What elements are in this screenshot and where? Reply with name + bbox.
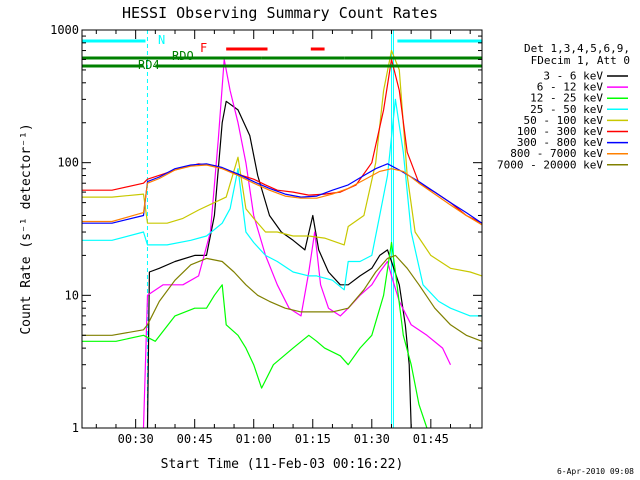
series-line-7 xyxy=(82,163,483,224)
series-line-3 xyxy=(82,241,428,429)
x-axis-label: Start Time (11-Feb-03 00:16:22) xyxy=(161,457,404,472)
x-tick-label: 01:00 xyxy=(236,432,272,446)
axes: 1 10 100 1000 00:30 00:45 01:00 01:15 01:30 01:45 xyxy=(50,23,482,446)
legend-label: 6 - 12 keV xyxy=(537,81,604,94)
y-tick-label: 100 xyxy=(57,156,79,170)
legend-header: Det 1,3,4,5,6,9, xyxy=(524,42,630,55)
y-tick-label: 1 xyxy=(72,421,79,435)
flag-label-rd4: RD4 xyxy=(138,58,160,72)
legend: Det 1,3,4,5,6,9,FDecim 1, Att 0 3 - 6 keV… xyxy=(497,42,630,171)
legend-label: 12 - 25 keV xyxy=(530,92,603,105)
y-axis-label: Count Rate (s⁻¹ detector⁻¹) xyxy=(19,123,34,334)
legend-label: 50 - 100 keV xyxy=(524,114,604,127)
y-tick-label: 10 xyxy=(65,288,79,302)
x-tick-label: 00:30 xyxy=(118,432,154,446)
series-line-8 xyxy=(82,164,483,226)
series-line-2 xyxy=(142,58,452,429)
legend-label: 300 - 800 keV xyxy=(517,136,603,149)
plot-area: N F RDO RD4 xyxy=(82,30,483,429)
plot-frame xyxy=(81,29,483,429)
flag-label-rdo: RDO xyxy=(172,49,194,63)
flag-label-n: N xyxy=(158,33,165,47)
series-line-9 xyxy=(82,254,483,342)
timestamp: 6-Apr-2010 09:08 xyxy=(557,467,634,476)
x-tick-label: 01:45 xyxy=(413,432,449,446)
legend-label: 3 - 6 keV xyxy=(543,70,603,83)
legend-label: 800 - 7000 keV xyxy=(510,147,603,160)
legend-header: FDecim 1, Att 0 xyxy=(531,54,630,67)
legend-label: 25 - 50 keV xyxy=(530,103,603,116)
x-tick-label: 01:15 xyxy=(295,432,331,446)
series-line-5 xyxy=(82,49,483,277)
legend-label: 7000 - 20000 keV xyxy=(497,158,603,171)
x-tick-label: 01:30 xyxy=(354,432,390,446)
y-tick-label: 1000 xyxy=(50,23,79,37)
flag-label-f: F xyxy=(200,41,207,55)
chart-title: HESSI Observing Summary Count Rates xyxy=(122,4,438,22)
legend-label: 100 - 300 keV xyxy=(517,125,603,138)
series-line-4 xyxy=(82,98,482,317)
x-tick-label: 00:45 xyxy=(177,432,213,446)
